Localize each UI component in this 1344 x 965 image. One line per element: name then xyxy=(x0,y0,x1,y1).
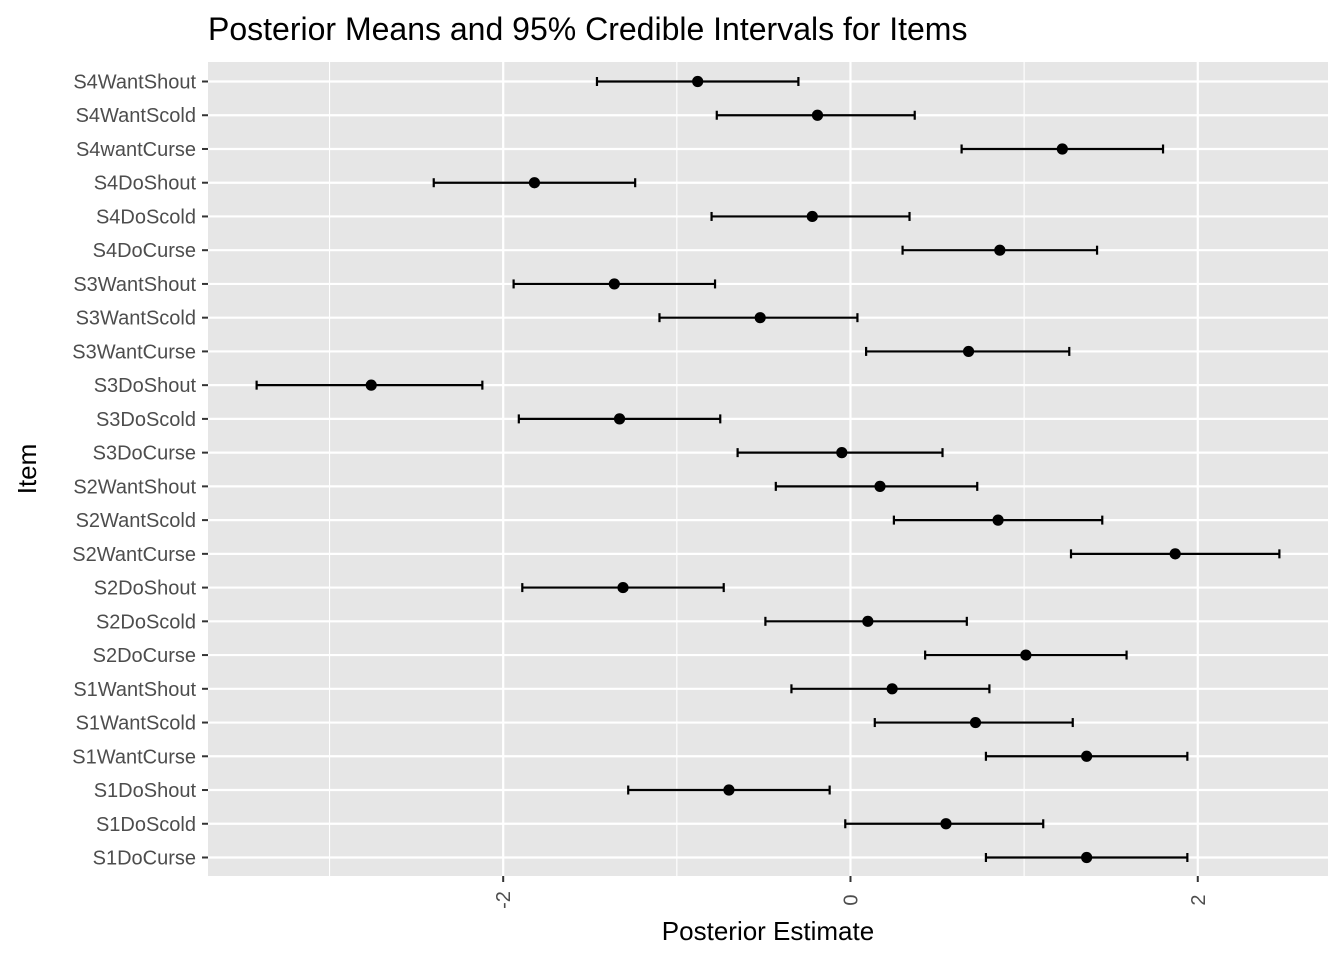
y-tick-label: S2DoScold xyxy=(96,611,196,633)
plot-panel xyxy=(208,62,1328,876)
y-tick-label: S4DoScold xyxy=(96,206,196,228)
point-S3DoShout xyxy=(365,379,377,391)
point-S2DoScold xyxy=(862,615,874,627)
y-tick-label: S4WantScold xyxy=(76,105,196,127)
point-S1DoScold xyxy=(940,818,952,830)
x-tick-label: 2 xyxy=(1188,894,1210,905)
y-tick-label: S4DoCurse xyxy=(93,240,196,262)
y-tick-label: S3DoShout xyxy=(94,375,197,397)
point-S3WantShout xyxy=(608,278,620,290)
y-tick-label: S1DoCurse xyxy=(93,848,196,870)
point-S1WantScold xyxy=(969,716,982,729)
point-S4DoCurse xyxy=(994,244,1006,256)
point-S2WantCurse xyxy=(1169,548,1181,560)
y-tick-label: S1DoShout xyxy=(94,780,197,802)
x-axis: -2 0 2 xyxy=(493,876,1210,909)
point-S3WantScold xyxy=(754,312,766,324)
y-tick-label: S2WantScold xyxy=(76,510,196,532)
y-tick-label: S4wantCurse xyxy=(76,139,196,161)
y-tick-label: S3DoScold xyxy=(96,409,196,431)
y-tick-label: S3WantScold xyxy=(76,308,196,330)
x-tick-label: -2 xyxy=(493,891,515,909)
y-tick-label: S4DoShout xyxy=(94,173,197,195)
point-S4WantShout xyxy=(692,75,704,88)
y-axis: S4WantShout S4WantScold S4wantCurse S4DoSho… xyxy=(72,72,208,870)
point-S1WantCurse xyxy=(1081,750,1093,762)
y-tick-label: S2WantShout xyxy=(73,476,196,498)
y-tick-label: S2WantCurse xyxy=(72,544,196,566)
x-axis-title: Posterior Estimate xyxy=(662,916,874,946)
y-axis-title: Item xyxy=(12,444,42,495)
y-tick-label: S1DoScold xyxy=(96,814,196,836)
y-tick-label: S1WantShout xyxy=(73,679,196,701)
data-marks xyxy=(255,75,1281,864)
point-S2WantScold xyxy=(992,514,1004,526)
y-tick-label: S4WantShout xyxy=(73,72,196,94)
point-S3DoScold xyxy=(613,413,626,425)
point-S2DoCurse xyxy=(1020,649,1032,661)
point-S3DoCurse xyxy=(836,447,848,459)
point-S4WantScold xyxy=(811,109,824,121)
y-tick-label: S3DoCurse xyxy=(93,443,196,465)
x-tick-label: 0 xyxy=(840,894,862,905)
point-S2DoShout xyxy=(617,581,629,594)
y-tick-label: S3WantShout xyxy=(73,274,196,296)
point-S4DoShout xyxy=(528,177,541,189)
point-S3WantCurse xyxy=(962,345,975,358)
y-tick-label: S2DoCurse xyxy=(93,645,196,667)
y-tick-label: S3WantCurse xyxy=(72,341,196,363)
y-tick-label: S2DoShout xyxy=(94,578,197,600)
point-S4DoScold xyxy=(806,210,818,223)
point-S1DoShout xyxy=(723,784,735,796)
point-S2WantShout xyxy=(874,480,886,492)
point-S1WantShout xyxy=(886,683,898,695)
point-S1DoCurse xyxy=(1081,851,1093,864)
chart-title: Posterior Means and 95% Credible Interva… xyxy=(208,11,967,47)
point-S4wantCurse xyxy=(1056,143,1068,155)
y-tick-label: S1WantScold xyxy=(76,713,196,735)
y-tick-label: S1WantCurse xyxy=(72,746,196,768)
